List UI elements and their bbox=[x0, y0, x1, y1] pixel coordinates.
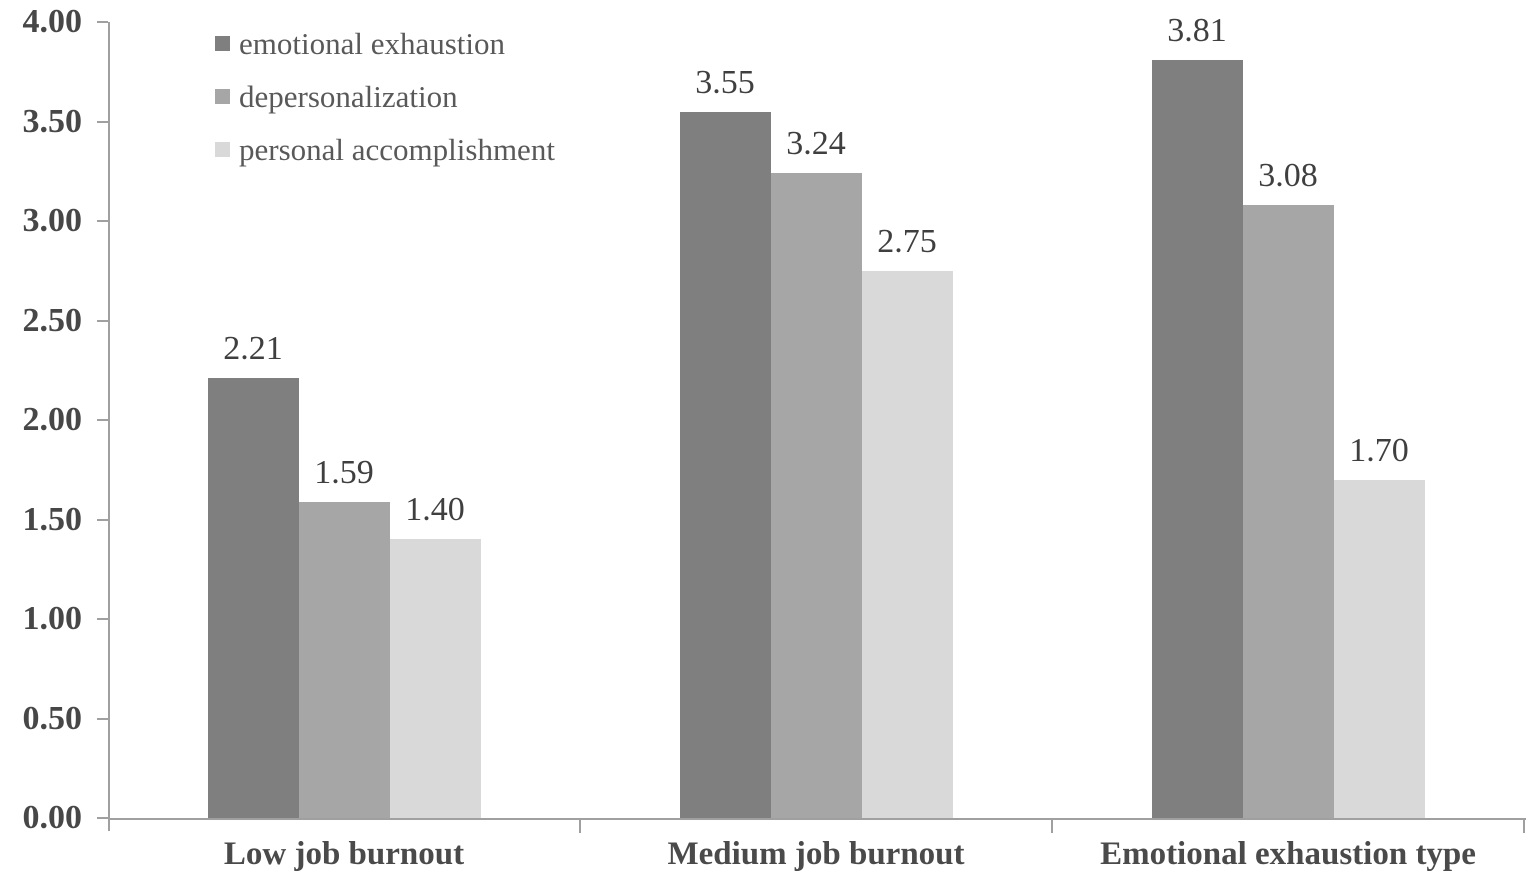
y-axis-tick bbox=[97, 618, 108, 620]
bar bbox=[389, 539, 481, 818]
x-axis-tick bbox=[579, 820, 581, 833]
y-tick-label: 3.00 bbox=[22, 202, 83, 239]
bar bbox=[207, 378, 299, 818]
y-axis-tick bbox=[97, 319, 108, 322]
bar-value-label: 3.08 bbox=[1258, 157, 1318, 195]
legend-item-personal-accomplishment: personal accomplishment bbox=[215, 130, 555, 169]
y-tick-label: 2.00 bbox=[22, 401, 83, 438]
bar bbox=[1242, 205, 1334, 818]
bar bbox=[861, 270, 953, 818]
legend: emotional exhaustion depersonalization p… bbox=[215, 24, 555, 183]
x-axis-tick bbox=[1523, 820, 1525, 833]
x-category-label: Low job burnout bbox=[223, 836, 465, 872]
legend-item-depersonalization: depersonalization bbox=[215, 77, 555, 116]
legend-swatch-icon bbox=[215, 36, 230, 51]
bar bbox=[679, 111, 771, 818]
y-tick-label: 1.50 bbox=[22, 500, 83, 538]
x-axis bbox=[108, 818, 1526, 820]
y-tick-label: 0.50 bbox=[22, 699, 83, 737]
bar-value-label: 3.24 bbox=[786, 125, 846, 163]
bar bbox=[1151, 59, 1243, 818]
bar-value-label: 2.21 bbox=[223, 330, 283, 368]
bar bbox=[1333, 479, 1425, 818]
y-axis-tick bbox=[97, 817, 108, 819]
bar-value-label: 1.59 bbox=[314, 453, 374, 491]
legend-item-emotional-exhaustion: emotional exhaustion bbox=[215, 24, 555, 63]
y-axis-tick bbox=[97, 419, 108, 421]
bar-value-label: 3.55 bbox=[695, 63, 755, 101]
legend-swatch-icon bbox=[215, 142, 230, 157]
y-tick-label: 1.00 bbox=[22, 600, 83, 637]
legend-label: emotional exhaustion bbox=[239, 26, 506, 61]
y-axis-tick bbox=[97, 120, 108, 123]
legend-label: depersonalization bbox=[239, 79, 458, 114]
x-category-label: Medium job burnout bbox=[667, 836, 965, 872]
y-tick-label: 4.00 bbox=[22, 3, 83, 40]
y-axis-tick bbox=[97, 21, 108, 23]
bar bbox=[770, 173, 862, 818]
bar-value-label: 3.81 bbox=[1167, 11, 1227, 49]
bar-value-label: 1.70 bbox=[1349, 431, 1409, 469]
legend-label: personal accomplishment bbox=[239, 132, 555, 167]
y-axis-tick bbox=[97, 518, 108, 521]
bar bbox=[298, 501, 390, 818]
y-axis bbox=[108, 22, 110, 831]
x-axis-tick bbox=[1051, 820, 1053, 833]
y-tick-label: 2.50 bbox=[22, 301, 83, 339]
legend-swatch-icon bbox=[215, 89, 230, 104]
bar-value-label: 2.75 bbox=[877, 222, 937, 260]
y-tick-label: 0.00 bbox=[22, 799, 83, 836]
bar-value-label: 1.40 bbox=[405, 491, 465, 529]
y-axis-tick bbox=[97, 717, 108, 720]
x-category-label: Emotional exhaustion type bbox=[1100, 836, 1476, 872]
y-axis-tick bbox=[97, 220, 108, 222]
y-tick-label: 3.50 bbox=[22, 102, 83, 140]
